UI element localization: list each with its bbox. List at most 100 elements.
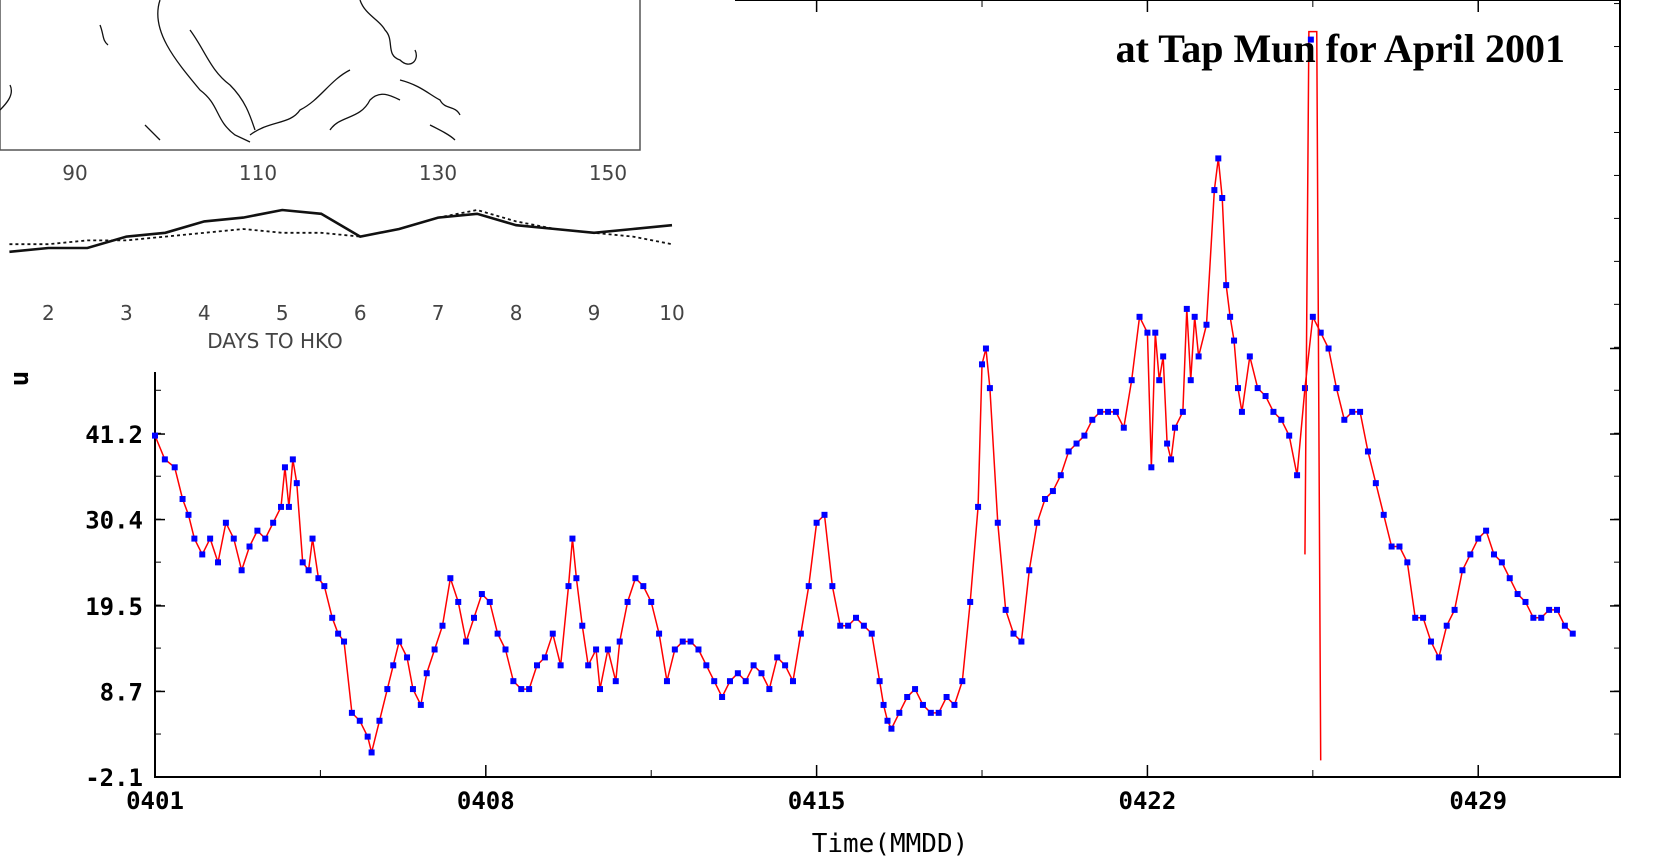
data-point bbox=[348, 709, 355, 716]
data-point bbox=[1262, 393, 1269, 400]
map-lon-label: 90 bbox=[62, 161, 87, 185]
data-point bbox=[687, 638, 694, 645]
inset-map-coastline bbox=[0, 0, 461, 143]
data-point bbox=[179, 495, 186, 502]
data-point bbox=[959, 678, 966, 685]
data-point bbox=[1097, 408, 1104, 415]
data-point bbox=[1309, 313, 1316, 320]
data-point bbox=[1223, 282, 1230, 289]
main-plot-frame bbox=[154, 0, 1621, 778]
data-point bbox=[573, 575, 580, 582]
data-point bbox=[1136, 313, 1143, 320]
data-point bbox=[1128, 377, 1135, 384]
data-point bbox=[1435, 654, 1442, 661]
data-point bbox=[364, 733, 371, 740]
data-point bbox=[935, 709, 942, 716]
data-point bbox=[1467, 551, 1474, 558]
data-point bbox=[837, 622, 844, 629]
data-point bbox=[1506, 575, 1513, 582]
data-point bbox=[534, 662, 541, 669]
data-point bbox=[565, 583, 572, 590]
inset-x-tick-label: 4 bbox=[198, 301, 211, 325]
data-point bbox=[1160, 353, 1167, 360]
data-point bbox=[1286, 432, 1293, 439]
inset-x-tick-label: 9 bbox=[588, 301, 601, 325]
data-point bbox=[541, 654, 548, 661]
data-point bbox=[526, 686, 533, 693]
data-point bbox=[278, 503, 285, 510]
data-point bbox=[852, 614, 859, 621]
data-point bbox=[1270, 408, 1277, 415]
data-point bbox=[321, 583, 328, 590]
data-point bbox=[518, 686, 525, 693]
data-point bbox=[579, 622, 586, 629]
data-point bbox=[341, 638, 348, 645]
data-point bbox=[1042, 495, 1049, 502]
y-tick-label: 19.5 bbox=[85, 593, 143, 621]
data-point bbox=[1380, 511, 1387, 518]
data-point bbox=[604, 646, 611, 653]
data-point bbox=[640, 583, 647, 590]
data-point bbox=[1026, 567, 1033, 574]
data-point bbox=[1341, 416, 1348, 423]
data-point bbox=[1364, 448, 1371, 455]
data-point bbox=[417, 701, 424, 708]
data-point bbox=[1171, 424, 1178, 431]
data-point bbox=[1483, 527, 1490, 534]
data-point bbox=[884, 717, 891, 724]
inset-x-tick-label: 2 bbox=[42, 301, 55, 325]
data-point bbox=[1105, 408, 1112, 415]
data-point bbox=[1049, 488, 1056, 495]
data-point bbox=[679, 638, 686, 645]
data-point bbox=[1246, 353, 1253, 360]
data-point bbox=[695, 646, 702, 653]
data-point bbox=[329, 614, 336, 621]
x-tick-label: 0408 bbox=[457, 787, 515, 815]
data-point bbox=[860, 622, 867, 629]
data-point bbox=[1451, 606, 1458, 613]
data-point bbox=[1057, 472, 1064, 479]
data-point bbox=[663, 678, 670, 685]
plot-border bbox=[154, 0, 1621, 778]
data-point bbox=[1349, 408, 1356, 415]
data-point bbox=[246, 543, 253, 550]
data-point bbox=[632, 575, 639, 582]
data-point bbox=[376, 717, 383, 724]
data-point bbox=[185, 511, 192, 518]
data-point bbox=[191, 535, 198, 542]
data-point bbox=[1294, 472, 1301, 479]
data-point bbox=[1443, 622, 1450, 629]
inset-x-axis: 2 3 4 5 6 7 8 9 10 bbox=[42, 301, 685, 325]
data-point bbox=[1325, 345, 1332, 352]
data-point bbox=[1219, 195, 1226, 202]
data-point bbox=[782, 662, 789, 669]
data-point bbox=[868, 630, 875, 637]
inset-x-tick-label: 6 bbox=[354, 301, 367, 325]
data-point bbox=[1234, 385, 1241, 392]
data-point bbox=[1211, 187, 1218, 194]
data-point bbox=[396, 638, 403, 645]
data-point bbox=[281, 464, 288, 471]
data-point bbox=[1187, 377, 1194, 384]
data-point bbox=[986, 385, 993, 392]
map-lon-label: 130 bbox=[419, 161, 457, 185]
data-point bbox=[447, 575, 454, 582]
data-point bbox=[431, 646, 438, 653]
data-point bbox=[1065, 448, 1072, 455]
data-point bbox=[390, 662, 397, 669]
data-point bbox=[912, 686, 919, 693]
y-tick-label: 30.4 bbox=[85, 507, 143, 535]
data-point bbox=[494, 630, 501, 637]
inset-x-tick-label: 8 bbox=[510, 301, 523, 325]
x-tick-label: 0415 bbox=[788, 787, 846, 815]
data-point bbox=[951, 701, 958, 708]
data-point bbox=[207, 535, 214, 542]
data-point bbox=[943, 694, 950, 701]
data-point bbox=[585, 662, 592, 669]
data-point bbox=[880, 701, 887, 708]
data-point bbox=[439, 622, 446, 629]
map-lon-label: 150 bbox=[589, 161, 627, 185]
data-point bbox=[726, 678, 733, 685]
data-point bbox=[648, 598, 655, 605]
